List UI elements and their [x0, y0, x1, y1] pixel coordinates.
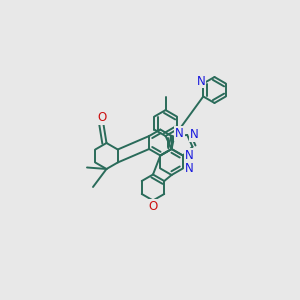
Text: O: O [148, 200, 158, 213]
Text: N: N [185, 162, 194, 175]
Text: N: N [196, 75, 205, 88]
Text: O: O [98, 111, 106, 124]
Text: N: N [175, 127, 184, 140]
Text: N: N [189, 128, 198, 142]
Text: N: N [184, 149, 193, 162]
